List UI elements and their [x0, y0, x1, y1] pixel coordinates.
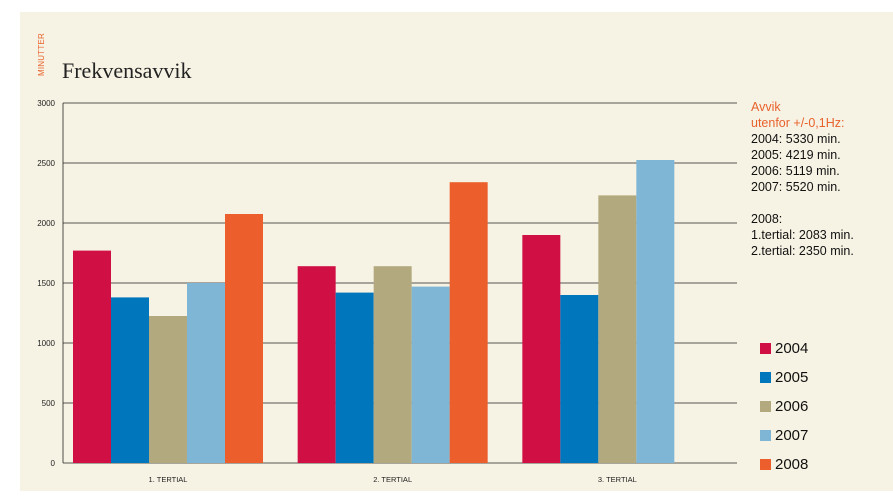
- legend-swatch: [760, 372, 771, 383]
- y-tick-label: 2500: [37, 159, 55, 168]
- chart-title: Frekvensavvik: [62, 58, 192, 83]
- legend-swatch: [760, 401, 771, 412]
- notes-box: Avvik utenfor +/-0,1Hz: 2004: 5330 min. …: [751, 99, 891, 259]
- y-tick-label: 500: [42, 399, 56, 408]
- bar-2007-1: [187, 283, 225, 463]
- legend-item: 2004: [760, 334, 808, 363]
- legend-label: 2005: [775, 369, 809, 386]
- bar-2005-3: [560, 295, 599, 463]
- legend-swatch: [760, 343, 771, 354]
- bar-2005-2: [335, 292, 374, 463]
- x-tick-label: 2. TERTIAL: [373, 475, 412, 484]
- bar-2006-3: [598, 195, 637, 463]
- x-tick-label: 3. TERTIAL: [598, 475, 637, 484]
- y-tick-label: 3000: [37, 99, 55, 108]
- legend-swatch: [760, 430, 771, 441]
- notes-tertial-2: 2.tertial: 2350 min.: [751, 244, 854, 258]
- legend-label: 2004: [775, 340, 809, 357]
- y-tick-label: 2000: [37, 219, 55, 228]
- notes-gap: [751, 195, 891, 211]
- bar-2004-3: [522, 235, 561, 463]
- legend: 2004 2005 2006 2007 2008: [760, 334, 808, 479]
- legend-label: 2006: [775, 398, 809, 415]
- bar-2007-2: [411, 286, 450, 463]
- legend-item: 2006: [760, 392, 808, 421]
- bar-2007-3: [636, 160, 675, 463]
- legend-label: 2007: [775, 427, 809, 444]
- notes-line-2008: 2008:: [751, 212, 783, 226]
- notes-line-2005: 2005: 4219 min.: [751, 148, 841, 162]
- x-tick-label: 1. TERTIAL: [149, 475, 188, 484]
- bar-2004-2: [297, 266, 336, 463]
- y-tick-label: 1500: [37, 279, 55, 288]
- bar-2006-1: [149, 316, 187, 463]
- legend-label: 2008: [775, 456, 809, 473]
- notes-heading-1: Avvik: [751, 100, 781, 114]
- bar-2005-1: [111, 297, 149, 463]
- bar-2004-1: [73, 250, 111, 463]
- notes-line-2007: 2007: 5520 min.: [751, 180, 841, 194]
- bar-2008-1: [225, 214, 263, 463]
- notes-tertial-1: 1.tertial: 2083 min.: [751, 228, 854, 242]
- legend-swatch: [760, 459, 771, 470]
- notes-line-2006: 2006: 5119 min.: [751, 164, 840, 178]
- notes-heading-2: utenfor +/-0,1Hz:: [751, 116, 845, 130]
- bar-2006-2: [373, 266, 412, 463]
- legend-item: 2007: [760, 421, 808, 450]
- y-tick-label: 0: [51, 459, 56, 468]
- legend-item: 2008: [760, 450, 808, 479]
- legend-item: 2005: [760, 363, 808, 392]
- notes-line-2004: 2004: 5330 min.: [751, 132, 841, 146]
- bar-2008-2: [449, 182, 488, 463]
- y-tick-label: 1000: [37, 339, 55, 348]
